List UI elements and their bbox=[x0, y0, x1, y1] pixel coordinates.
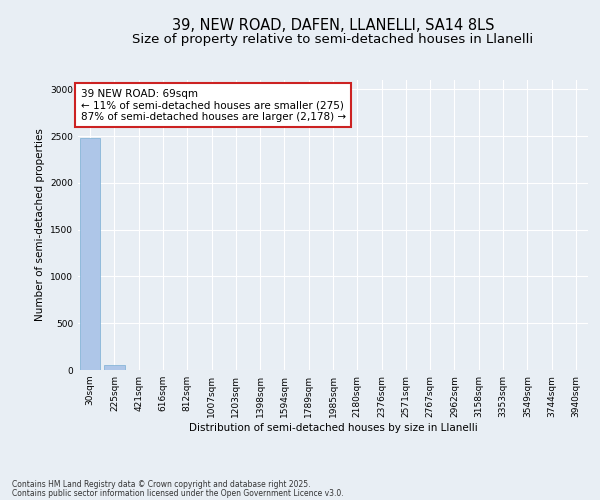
Text: Contains HM Land Registry data © Crown copyright and database right 2025.: Contains HM Land Registry data © Crown c… bbox=[12, 480, 311, 489]
Text: 39, NEW ROAD, DAFEN, LLANELLI, SA14 8LS: 39, NEW ROAD, DAFEN, LLANELLI, SA14 8LS bbox=[172, 18, 494, 32]
Text: Size of property relative to semi-detached houses in Llanelli: Size of property relative to semi-detach… bbox=[133, 32, 533, 46]
X-axis label: Distribution of semi-detached houses by size in Llanelli: Distribution of semi-detached houses by … bbox=[188, 422, 478, 432]
Y-axis label: Number of semi-detached properties: Number of semi-detached properties bbox=[35, 128, 44, 322]
Bar bbox=[80, 138, 100, 370]
Text: Contains public sector information licensed under the Open Government Licence v3: Contains public sector information licen… bbox=[12, 488, 344, 498]
Bar bbox=[104, 366, 125, 370]
Text: 39 NEW ROAD: 69sqm
← 11% of semi-detached houses are smaller (275)
87% of semi-d: 39 NEW ROAD: 69sqm ← 11% of semi-detache… bbox=[80, 88, 346, 122]
